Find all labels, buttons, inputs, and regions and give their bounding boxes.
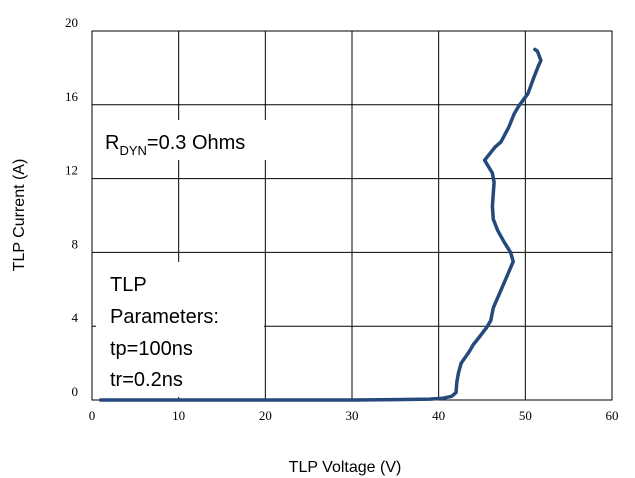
rdyn-annotation-bg xyxy=(96,120,296,160)
rdyn-main: R xyxy=(105,132,119,154)
rdyn-annotation: RDYN=0.3 Ohms xyxy=(105,132,245,158)
x-tick-labels: 0 10 20 30 40 50 60 xyxy=(89,408,619,423)
x-tick-label: 20 xyxy=(259,408,272,423)
x-tick-label: 60 xyxy=(606,408,619,423)
rdyn-subscript: DYN xyxy=(119,143,146,158)
tlp-params-line1: TLP xyxy=(110,274,147,296)
tlp-params-line4: tr=0.2ns xyxy=(110,369,183,391)
tlp-params-line3: tp=100ns xyxy=(110,338,193,360)
y-tick-label: 0 xyxy=(72,384,79,399)
x-axis-label: TLP Voltage (V) xyxy=(289,459,402,476)
y-tick-label: 16 xyxy=(65,89,79,104)
x-tick-label: 30 xyxy=(346,408,359,423)
y-tick-labels: 0 4 8 12 16 20 xyxy=(65,15,79,399)
x-tick-label: 0 xyxy=(89,408,96,423)
x-tick-label: 40 xyxy=(432,408,445,423)
x-tick-label: 50 xyxy=(519,408,532,423)
rdyn-value: =0.3 Ohms xyxy=(147,132,245,154)
y-tick-label: 20 xyxy=(65,15,78,30)
x-tick-label: 10 xyxy=(172,408,185,423)
y-tick-label: 4 xyxy=(72,310,79,325)
tlp-params-bg xyxy=(96,262,264,397)
y-tick-label: 12 xyxy=(65,163,78,178)
y-axis-label: TLP Current (A) xyxy=(11,159,28,272)
y-tick-label: 8 xyxy=(72,236,79,251)
series-line xyxy=(98,47,543,402)
tlp-params-line2: Parameters: xyxy=(110,306,219,328)
